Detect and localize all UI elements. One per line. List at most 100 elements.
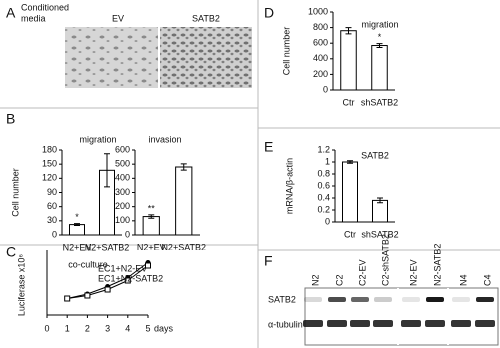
- y-tick-label: 200: [313, 69, 328, 79]
- micrograph: [160, 27, 252, 88]
- band: [304, 297, 322, 302]
- chart-title: invasion: [148, 134, 181, 144]
- lane-label: N4: [458, 274, 468, 286]
- bar: [175, 166, 193, 236]
- y-tick-label: 400: [115, 173, 130, 183]
- y-tick-label: 100: [115, 215, 130, 225]
- y-tick-label: 120: [42, 173, 57, 183]
- legend-label: EC1+N2-SATB2: [98, 273, 163, 283]
- x-tick-label: Ctr: [344, 229, 356, 239]
- error-bar: [74, 223, 80, 227]
- band: [475, 320, 495, 327]
- x-axis-label: days: [154, 323, 174, 333]
- error-bar: [347, 160, 353, 164]
- y-tick-label: 800: [313, 22, 328, 32]
- y-tick-label: 200: [115, 201, 130, 211]
- legend-label: EC1+N2-EV: [98, 263, 147, 273]
- y-tick-label: 90: [47, 187, 57, 197]
- x-tick-label: 0: [44, 323, 49, 333]
- bar: [372, 199, 388, 223]
- bar: [69, 224, 85, 236]
- lane-label: C4: [482, 274, 492, 286]
- lane-label: N2-EV: [408, 259, 418, 286]
- lane-label: N2: [310, 274, 320, 286]
- panel-label: E: [264, 139, 273, 155]
- band: [401, 320, 421, 327]
- chart-title: SATB2: [361, 150, 389, 160]
- x-tick-label: Ctr: [343, 97, 355, 107]
- annotation: *: [75, 212, 79, 222]
- lane-label: C2: [334, 274, 344, 286]
- bar: [342, 161, 358, 223]
- y-tick-label: 30: [47, 215, 57, 225]
- y-tick-label: 500: [115, 159, 130, 169]
- y-tick-label: 0: [323, 84, 328, 94]
- x-tick-label: N2+EV: [137, 242, 166, 252]
- row-label: α-tubulin: [268, 319, 303, 329]
- y-tick-label: 0: [125, 229, 130, 239]
- error-bar: [377, 197, 383, 204]
- band: [402, 297, 420, 302]
- y-tick-label: 0.6: [317, 180, 330, 190]
- panel-label: B: [6, 111, 15, 127]
- marker: [145, 262, 151, 269]
- error-bar: [104, 153, 110, 188]
- y-tick-label: 180: [42, 144, 57, 154]
- error-bar: [376, 43, 383, 48]
- caption: media: [21, 13, 46, 23]
- y-tick-label: 400: [313, 53, 328, 63]
- lane-label: C2-EV: [357, 259, 367, 286]
- lane-label: N2-SATB2: [432, 244, 442, 286]
- y-tick-label: 1.2: [317, 144, 330, 154]
- x-tick-label: shSATB2: [361, 97, 398, 107]
- band: [451, 320, 471, 327]
- band: [426, 297, 444, 302]
- y-tick-label: 0.4: [317, 192, 330, 202]
- micrograph: [65, 27, 158, 88]
- x-tick-label: 3: [105, 323, 110, 333]
- chart-title: co-culture: [68, 259, 108, 269]
- blot-frame: [304, 287, 499, 346]
- image-label: SATB2: [192, 13, 220, 23]
- lane-label: C2-shSATB2: [380, 234, 390, 286]
- bar: [340, 30, 357, 91]
- band: [476, 297, 494, 302]
- band: [327, 320, 347, 327]
- marker: [64, 295, 71, 302]
- bar: [371, 45, 388, 91]
- x-tick-label: N2+SATB2: [161, 242, 206, 252]
- band: [374, 297, 392, 302]
- y-axis-label: mRNA/β-actin: [284, 158, 294, 214]
- y-axis-label: Luciferase x10⁶: [16, 254, 26, 317]
- y-tick-label: 300: [115, 187, 130, 197]
- annotation: **: [148, 203, 156, 213]
- band: [328, 297, 346, 302]
- image-label: EV: [112, 13, 124, 23]
- row-label: SATB2: [268, 294, 296, 304]
- x-tick-label: 5: [145, 323, 150, 333]
- band: [373, 320, 393, 327]
- panel-label: A: [6, 5, 16, 21]
- marker: [104, 286, 111, 293]
- panel-label: C: [6, 244, 16, 260]
- y-tick-label: 600: [115, 144, 130, 154]
- error-bar: [345, 27, 352, 35]
- panel-label: F: [264, 253, 273, 269]
- band: [303, 320, 323, 327]
- panel-label: D: [264, 5, 274, 21]
- y-tick-label: 60: [47, 201, 57, 211]
- y-tick-label: 600: [313, 38, 328, 48]
- chart-title: migration: [79, 134, 116, 144]
- y-tick-label: 0.2: [317, 204, 330, 214]
- error-bar: [148, 214, 155, 219]
- bar: [142, 216, 160, 236]
- band: [425, 320, 445, 327]
- y-tick-label: 0.8: [317, 168, 330, 178]
- y-tick-label: 0: [52, 229, 57, 239]
- band: [452, 297, 470, 302]
- x-tick-label: 1: [65, 323, 70, 333]
- y-tick-label: 150: [42, 159, 57, 169]
- chart-title: migration: [361, 19, 398, 29]
- annotation: *: [378, 32, 382, 42]
